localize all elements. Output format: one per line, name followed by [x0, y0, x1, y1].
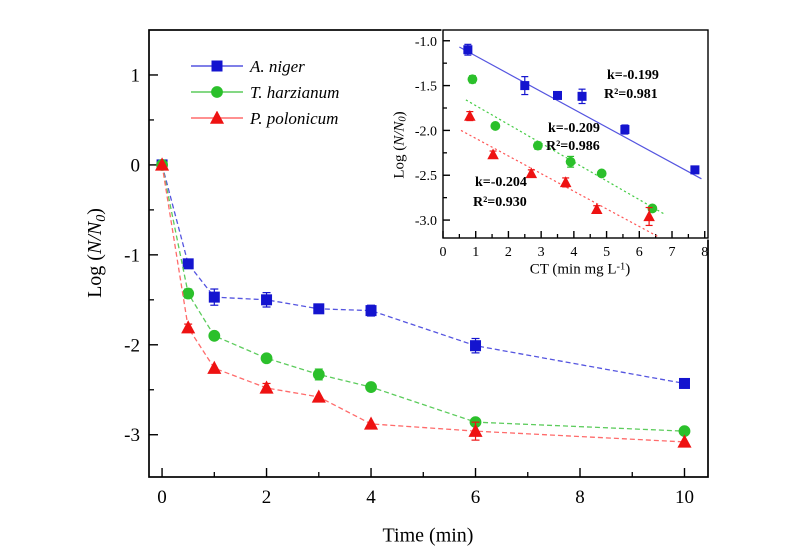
x-tick-label: 4: [366, 487, 376, 508]
circle-marker-icon: [532, 140, 543, 151]
circle-marker-icon: [490, 121, 501, 131]
triangle-marker-icon: [259, 380, 274, 394]
y-tick-label: -2.0: [415, 124, 437, 139]
annotation-r2-t-harzianum: R²=0.986: [546, 139, 600, 154]
square-marker-icon: [690, 165, 700, 175]
inset-plot: 0 1 2 3 4 5 6 7 8 -1.0 -1.5 -2.0 -2.5 -3.0: [415, 28, 710, 260]
inset-x-axis-label: CT (min mg L-1): [529, 261, 631, 278]
x-tick-label: 3: [538, 245, 545, 260]
y-tick-label: -1.5: [415, 80, 437, 95]
triangle-marker-icon: [464, 109, 476, 121]
series-line: [161, 164, 685, 385]
triangle-marker-icon: [207, 360, 222, 374]
circle-marker-icon: [596, 168, 607, 179]
circle-marker-icon: [208, 329, 221, 342]
triangle-marker-icon: [181, 320, 196, 334]
y-tick-label: -2.5: [415, 169, 437, 184]
square-marker-icon: [470, 340, 482, 352]
x-tick-label: 7: [669, 245, 676, 260]
legend-label: P. polonicum: [250, 108, 339, 128]
square-marker-icon: [463, 45, 473, 55]
square-marker-icon: [620, 125, 630, 135]
series-line: [161, 164, 685, 432]
circle-marker-icon: [565, 156, 576, 167]
x-tick-label: 4: [570, 245, 577, 260]
x-tick-label: 1: [472, 245, 479, 260]
y-tick-label: -1.0: [415, 35, 437, 50]
x-tick-label: 10: [675, 487, 694, 508]
x-tick-label: 2: [262, 487, 272, 508]
axes-frame: [148, 29, 709, 478]
triangle-marker-icon: [487, 148, 499, 160]
triangle-marker-icon: [677, 434, 692, 448]
y-tick-label: 0: [131, 155, 141, 176]
x-tick-label: 6: [471, 487, 481, 508]
fit-line: [460, 129, 658, 237]
y-tick-label: -3: [124, 425, 140, 446]
annotation-k-t-harzianum: k=-0.209: [548, 121, 600, 136]
annotation-k-p-polonicum: k=-0.204: [475, 175, 527, 190]
legend: A. niger T. harzianum P. polonicum: [190, 53, 339, 131]
square-marker-icon: [365, 305, 377, 317]
y-tick-label: -2: [124, 335, 140, 356]
square-marker-icon: [678, 377, 690, 389]
triangle-marker-icon: [559, 176, 572, 188]
square-marker-icon: [313, 303, 325, 315]
circle-marker-icon: [647, 203, 658, 214]
square-marker-icon: [261, 294, 273, 306]
circle-marker-icon: [211, 86, 223, 98]
square-marker-icon: [182, 258, 194, 270]
triangle-marker-icon: [311, 389, 326, 403]
circle-marker-icon: [191, 86, 243, 98]
axes-frame: [442, 29, 709, 239]
triangle-marker-icon: [155, 157, 170, 171]
triangle-marker-icon: [191, 111, 243, 124]
legend-item-t-harzianum: T. harzianum: [190, 79, 339, 105]
main-y-axis-label: Log (N/N0): [84, 208, 109, 298]
triangle-marker-icon: [525, 167, 538, 179]
square-marker-icon: [577, 91, 587, 101]
legend-label: A. niger: [250, 56, 305, 76]
square-marker-icon: [191, 60, 243, 72]
square-marker-icon: [553, 90, 563, 100]
x-tick-label: 8: [575, 487, 585, 508]
fit-line: [459, 46, 702, 180]
circle-marker-icon: [365, 381, 377, 393]
legend-item-p-polonicum: P. polonicum: [190, 105, 339, 131]
legend-item-a-niger: A. niger: [190, 53, 339, 79]
y-tick-label: -1: [124, 245, 140, 266]
circle-marker-icon: [312, 368, 325, 381]
square-marker-icon: [520, 81, 530, 91]
main-x-axis-label: Time (min): [382, 524, 474, 547]
triangle-marker-icon: [363, 416, 379, 430]
circle-marker-icon: [182, 287, 195, 300]
triangle-marker-icon: [209, 111, 225, 124]
triangle-marker-icon: [468, 423, 483, 437]
annotation-r2-p-polonicum: R²=0.930: [473, 195, 527, 210]
x-tick-label: 2: [505, 245, 512, 260]
x-tick-label: 8: [701, 245, 708, 260]
circle-marker-icon: [260, 352, 273, 365]
circle-marker-icon: [678, 425, 691, 438]
x-tick-label: 0: [157, 487, 167, 508]
x-tick-label: 6: [636, 245, 643, 260]
series-line: [161, 164, 685, 443]
triangle-marker-icon: [591, 203, 603, 214]
triangle-marker-icon: [643, 210, 655, 222]
circle-marker-icon: [467, 74, 478, 85]
annotation-r2-a-niger: R²=0.981: [604, 87, 658, 102]
square-marker-icon: [208, 291, 220, 303]
inset-y-axis-label: Log (N/N0): [391, 111, 409, 179]
x-tick-label: 0: [440, 245, 447, 260]
annotation-k-a-niger: k=-0.199: [607, 68, 659, 83]
x-tick-label: 5: [603, 245, 610, 260]
y-tick-label: -3.0: [415, 214, 437, 229]
legend-label: T. harzianum: [250, 82, 340, 102]
square-marker-icon: [211, 60, 223, 72]
y-tick-label: 1: [131, 65, 141, 86]
